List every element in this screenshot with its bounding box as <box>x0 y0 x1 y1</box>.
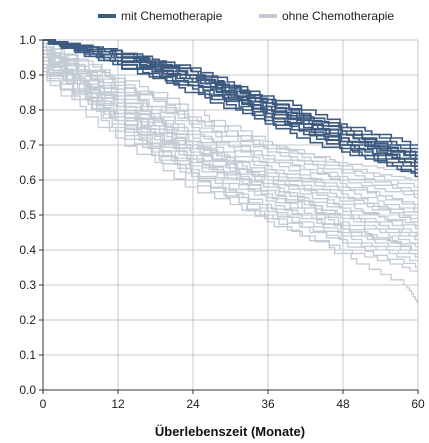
x-tick-label-5: 60 <box>411 397 425 411</box>
y-tick-label-10: 1.0 <box>19 33 36 47</box>
curve-mit-13 <box>43 39 418 160</box>
y-tick-label-1: 0.1 <box>19 348 36 362</box>
legend-item-ohne-chemotherapie: ohne Chemotherapie <box>259 9 394 23</box>
x-tick-label-4: 48 <box>336 397 350 411</box>
curve-ohne-21 <box>43 67 418 269</box>
curve-ohne-25 <box>43 60 418 304</box>
x-tick-label-0: 0 <box>40 397 47 411</box>
curve-ohne-27 <box>43 56 418 237</box>
y-tick-label-0: 0.0 <box>19 383 36 397</box>
curve-ohne-11 <box>43 49 418 199</box>
x-tick-label-1: 12 <box>111 397 125 411</box>
curve-mit-12 <box>43 39 418 174</box>
curve-ohne-26 <box>43 49 418 174</box>
x-axis-title: Überlebenszeit (Monate) <box>155 424 305 439</box>
curves-mit-chemotherapie <box>43 39 418 178</box>
x-tick-labels: 0 12 24 36 48 60 <box>40 397 425 411</box>
y-tick-labels: 0.0 0.1 0.2 0.3 0.4 0.5 0.6 0.7 0.8 0.9 1.0 <box>19 33 36 397</box>
y-tick-label-2: 0.2 <box>19 313 36 327</box>
curve-ohne-24 <box>43 63 418 251</box>
curve-ohne-23 <box>43 53 418 230</box>
y-tick-label-8: 0.8 <box>19 103 36 117</box>
legend-label-mit-chemotherapie: mit Chemotherapie <box>121 9 223 23</box>
y-tick-label-9: 0.9 <box>19 68 36 82</box>
curve-ohne-17 <box>43 70 418 258</box>
axes <box>39 39 419 394</box>
curve-ohne-8 <box>43 67 418 262</box>
legend-item-mit-chemotherapie: mit Chemotherapie <box>98 9 223 23</box>
curve-mit-10 <box>43 39 418 167</box>
y-tick-label-4: 0.4 <box>19 243 36 257</box>
curves-ohne-chemotherapie <box>43 42 419 304</box>
x-tick-label-3: 36 <box>261 397 275 411</box>
y-tick-label-5: 0.5 <box>19 208 36 222</box>
legend-label-ohne-chemotherapie: ohne Chemotherapie <box>282 9 394 23</box>
y-tick-label-6: 0.6 <box>19 173 36 187</box>
y-tick-label-7: 0.7 <box>19 138 36 152</box>
curve-ohne-18 <box>43 49 418 192</box>
curve-ohne-13 <box>43 46 418 209</box>
y-tick-label-3: 0.3 <box>19 278 36 292</box>
legend: mit Chemotherapie ohne Chemotherapie <box>98 9 394 23</box>
curve-ohne-15 <box>43 53 418 241</box>
x-tick-label-2: 24 <box>186 397 200 411</box>
curve-ohne-12 <box>43 74 418 272</box>
curve-ohne-7 <box>43 42 418 188</box>
